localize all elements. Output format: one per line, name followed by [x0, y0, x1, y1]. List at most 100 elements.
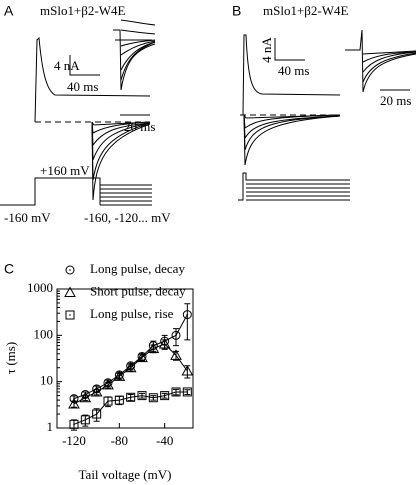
marker-dot [175, 334, 177, 337]
marker-shape [181, 364, 194, 376]
marker-shape [102, 378, 114, 390]
step-voltage: +160 mV [40, 163, 90, 178]
data-point [171, 330, 181, 340]
error-bar [173, 350, 179, 361]
marker-shape [65, 265, 75, 275]
marker-dot [118, 399, 121, 401]
data-point [137, 391, 147, 401]
traces-a [0, 19, 156, 206]
y-axis-label: τ (ms) [3, 342, 18, 374]
data-point [182, 387, 192, 397]
marker-shape [170, 349, 182, 360]
error-bar [93, 408, 100, 422]
data-point [160, 391, 170, 401]
data-point [171, 387, 181, 397]
marker-dot [129, 396, 132, 399]
error-bar [139, 354, 145, 362]
error-bar [93, 388, 100, 396]
time-scale: 40 ms [278, 63, 309, 78]
data-point [147, 342, 160, 353]
marker-shape [64, 286, 76, 297]
marker-dot [163, 394, 166, 397]
y-tick-label: 1 [47, 419, 54, 434]
panel-label: A [4, 3, 14, 19]
data-point [124, 361, 137, 373]
marker-shape [158, 337, 171, 349]
data-point [92, 409, 102, 419]
marker-shape [68, 397, 80, 409]
data-point [136, 351, 148, 363]
marker-shape [92, 409, 102, 419]
data-point [181, 364, 194, 376]
data-point [148, 393, 158, 403]
data-point [103, 396, 113, 406]
marker-shape [90, 385, 103, 397]
marker-dot [95, 413, 98, 415]
marker-shape [171, 387, 181, 397]
marker-dot [107, 400, 109, 402]
marker-shape [124, 361, 137, 373]
marker-shape [113, 370, 126, 381]
marker-shape [148, 393, 158, 403]
marker-shape [126, 392, 136, 402]
marker-shape [79, 391, 92, 403]
marker-dot [69, 314, 71, 316]
marker-dot [186, 391, 189, 393]
error-bar [71, 400, 77, 408]
legend-label: Long pulse, rise [90, 306, 174, 321]
marker-shape [69, 419, 79, 429]
data-point [113, 370, 126, 381]
marker-shape [137, 391, 147, 401]
panel-label: B [232, 3, 241, 19]
data-point [80, 415, 90, 425]
legend-marker [64, 286, 76, 297]
marker-shape [182, 310, 192, 320]
tail-voltages: -160, -120... mV [84, 210, 171, 225]
inset-time-scale: 20 ms [380, 93, 411, 108]
error-bar [116, 373, 123, 381]
x-axis-label: Tail voltage (mV) [79, 467, 172, 482]
data-point [102, 378, 114, 390]
x-tick-label: -80 [111, 433, 128, 448]
x-tick-label: -40 [156, 433, 173, 448]
error-bar [105, 381, 111, 389]
error-bar [184, 303, 191, 341]
legend-label: Short pulse, decay [90, 283, 186, 298]
error-bar [82, 394, 89, 402]
legend-marker [65, 310, 75, 320]
marker-shape [103, 396, 113, 406]
plot-frame [56, 288, 194, 429]
inset-time-scale: 20 ms [124, 119, 155, 134]
holding-voltage: -160 mV [4, 210, 51, 225]
marker-dot [84, 419, 87, 421]
current-scale: 4 nA [259, 37, 274, 63]
marker-dot [69, 269, 71, 271]
data-point [79, 391, 92, 403]
data-point [158, 337, 171, 349]
data-point [126, 392, 136, 402]
time-scale: 40 ms [67, 79, 98, 94]
marker-shape [80, 415, 90, 425]
legend-label: Long pulse, decay [90, 261, 185, 276]
panel-title: mSlo1+β2-W4E [40, 3, 125, 18]
marker-shape [65, 310, 75, 320]
data-point [182, 310, 192, 320]
legend-marker [65, 265, 75, 275]
marker-dot [141, 394, 143, 397]
marker-dot [73, 423, 75, 426]
traces-b [238, 29, 416, 201]
marker-dot [186, 313, 189, 316]
data-point [114, 395, 124, 405]
data-point [170, 349, 182, 360]
error-bar [127, 364, 134, 372]
marker-shape [182, 387, 192, 397]
data-point [68, 397, 80, 409]
marker-dot [152, 396, 155, 399]
data-point [69, 419, 79, 429]
marker-shape [160, 391, 170, 401]
marker-shape [136, 351, 148, 363]
panel-title: mSlo1+β2-W4E [263, 3, 348, 18]
panel-label: C [4, 261, 14, 277]
y-tick-label: 10 [40, 373, 53, 388]
